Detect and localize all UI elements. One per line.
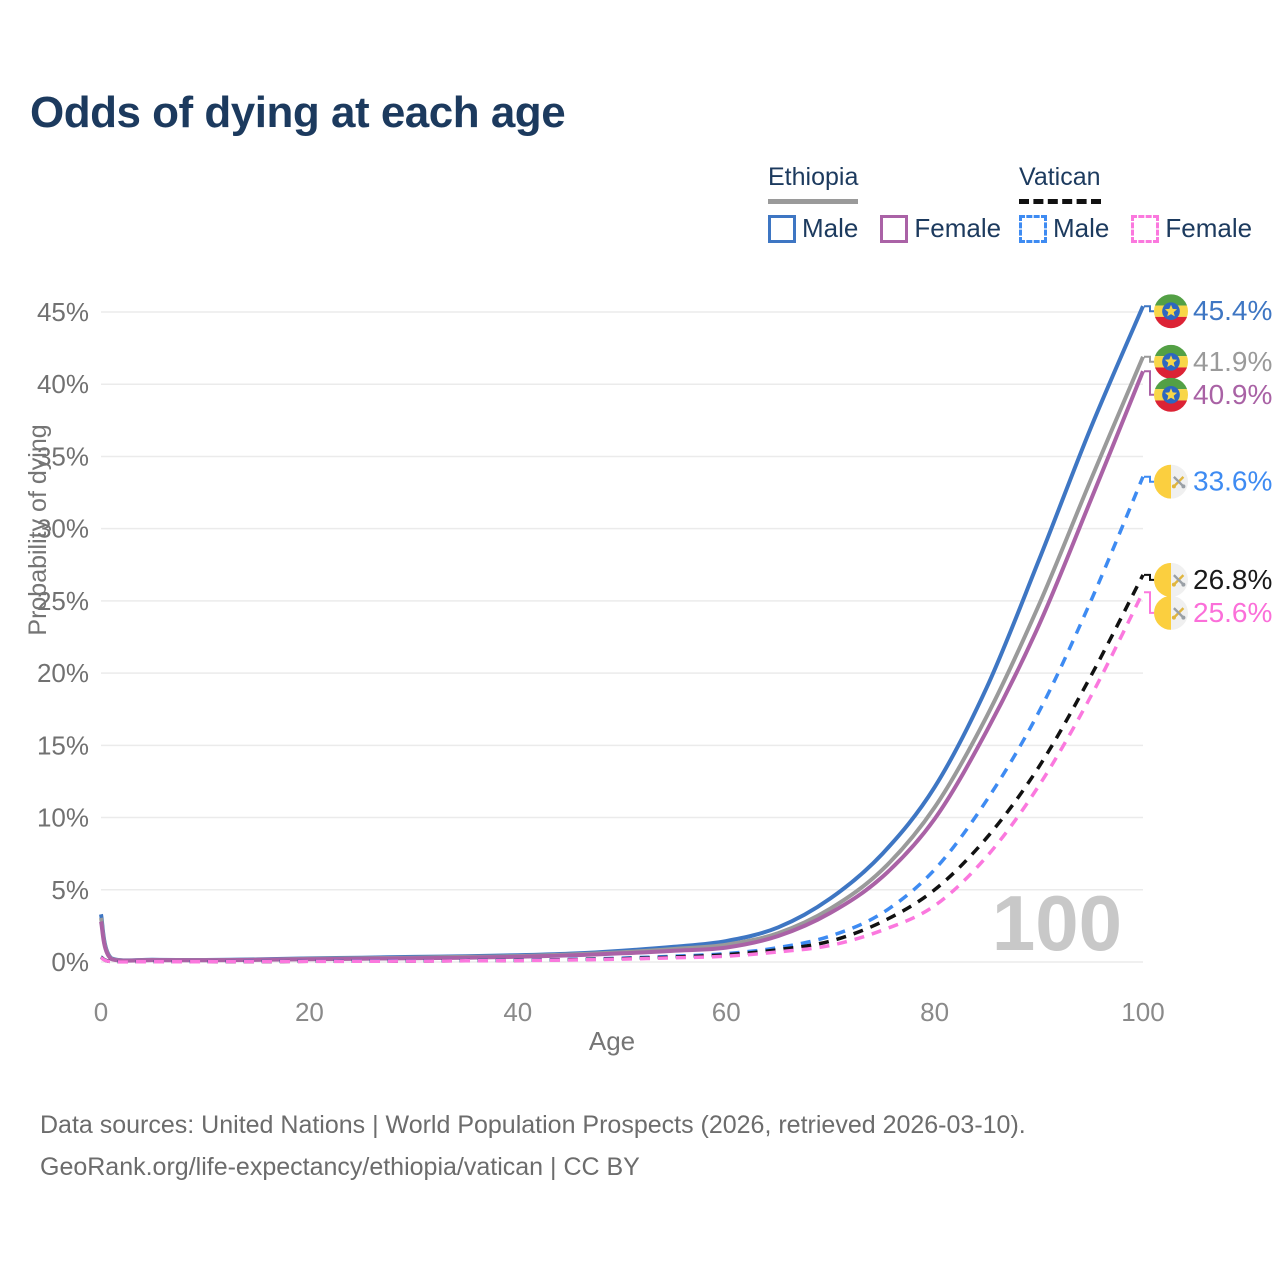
end-label-value: 40.9% [1193,379,1272,410]
ethiopia-flag-icon [1154,294,1188,329]
footer-data-sources: Data sources: United Nations | World Pop… [40,1111,1026,1139]
end-label-value: 25.6% [1193,597,1272,628]
legend-label-vatican-male: Male [1053,213,1110,243]
end-label-value: 33.6% [1193,466,1272,497]
vatican-flag-icon [1154,562,1188,597]
legend-group-ethiopia: Ethiopia Male Female [768,163,1023,244]
legend-label-ethiopia-female: Female [914,213,1002,243]
legend-header-ethiopia: Ethiopia [768,163,859,204]
legend-label-vatican-female: Female [1165,213,1253,243]
x-tick-label: 100 [1121,997,1164,1027]
y-tick-label: 40% [37,369,89,399]
end-label-ethiopia: 41.9% [1144,344,1272,379]
vatican-flag-icon [1154,464,1188,499]
legend-swatch-vatican-male [1019,214,1047,243]
x-axis-title: Age [589,1026,635,1056]
x-tick-label: 60 [712,997,741,1027]
legend-swatch-vatican-female [1131,214,1160,243]
end-label-value: 41.9% [1193,346,1272,377]
legend-header-vatican: Vatican [1019,163,1101,204]
x-tick-label: 0 [94,997,108,1027]
series-line-ethiopia-female [99,370,1145,963]
end-label-vatican-female: 25.6% [1144,591,1272,630]
end-label-vatican: 26.8% [1144,562,1272,597]
y-tick-label: 0% [51,947,89,977]
y-tick-label: 45% [37,297,89,327]
end-label-ethiopia-female: 40.9% [1144,370,1272,412]
footer-attribution: GeoRank.org/life-expectancy/ethiopia/vat… [40,1153,640,1181]
series-line-ethiopia-male [99,305,1145,963]
x-tick-label: 20 [295,997,324,1027]
x-tick-label: 40 [503,997,532,1027]
y-tick-label: 30% [37,514,89,544]
series-line-vatican-female [100,591,1145,964]
age-watermark: 100 [992,879,1122,967]
y-tick-label: 15% [37,730,89,760]
y-tick-label: 20% [37,658,89,688]
end-label-ethiopia-male: 45.4% [1144,294,1272,329]
end-label-value: 26.8% [1193,564,1272,595]
y-tick-label: 25% [37,586,89,616]
legend-group-vatican: Vatican Male Female [1019,163,1274,244]
ethiopia-flag-icon [1154,344,1188,379]
vatican-flag-icon [1154,595,1188,630]
end-label-value: 45.4% [1193,295,1272,326]
x-tick-label: 80 [920,997,949,1027]
end-label-vatican-male: 33.6% [1144,464,1272,499]
series-line-vatican [100,574,1145,964]
y-tick-label: 35% [37,441,89,471]
line-chart: 0% 5% 10% 15% 20% 25% 30% 35% 40% 45% 0 20 40 60 80 100… [24,294,1272,1056]
y-axis-title: Probability of dying [24,424,52,635]
page-title: Odds of dying at each age [30,88,566,137]
ethiopia-flag-icon [1154,377,1188,412]
y-tick-label: 5% [51,875,89,905]
series-line-ethiopia [99,356,1145,963]
legend-label-ethiopia-male: Male [802,213,859,243]
y-tick-label: 10% [37,803,89,833]
legend-swatch-ethiopia-female [880,214,909,243]
legend-swatch-ethiopia-male [768,214,796,243]
footer: Data sources: United Nations | World Pop… [40,1104,1026,1188]
